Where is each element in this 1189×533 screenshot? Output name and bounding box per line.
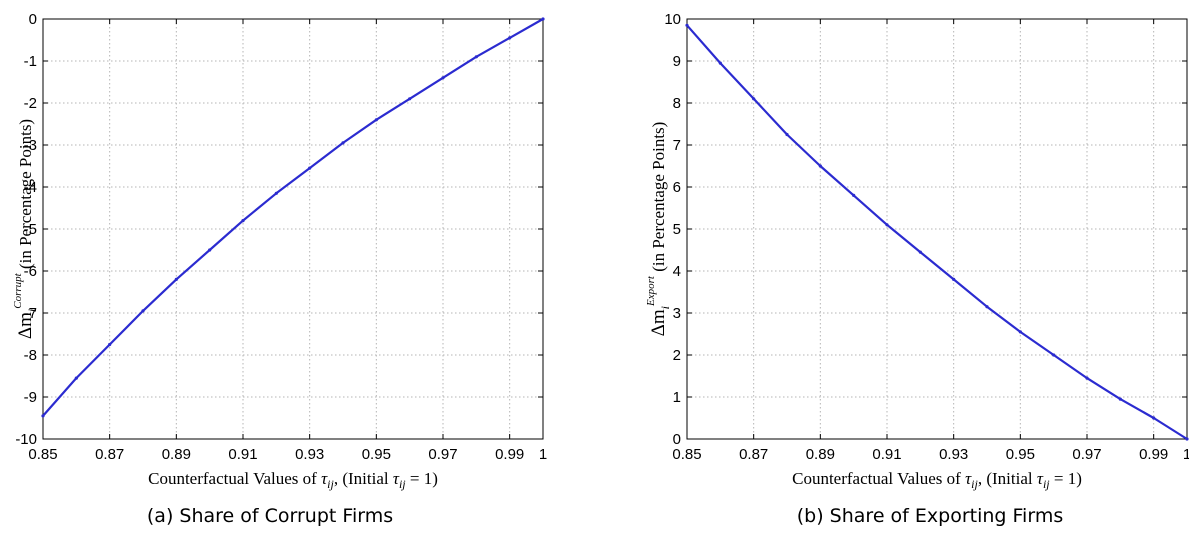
panel-b-y-tick-label: 4 [673,263,681,280]
panel-a-data-point [141,309,145,313]
panel-a-x-tick-label: 0.89 [162,446,191,463]
panel-b-x-tick-label: 0.99 [1139,446,1168,463]
panel-a-x-tick-label: 0.87 [95,446,124,463]
panel-a-x-tick-label: 0.91 [228,446,257,463]
panel-b-data-point [1152,416,1156,420]
panel-b-x-tick-label: 0.97 [1072,446,1101,463]
panel-b-data-point [985,305,989,309]
panel-b-y-tick-label: 3 [673,305,681,322]
panel-b-caption: (b) Share of Exporting Firms [797,505,1063,527]
panel-b-x-axis-label: Counterfactual Values of τij, (Initial τ… [792,469,1082,491]
panel-a-y-tick-label: -5 [24,221,37,238]
panel-a-x-tick-label: 0.85 [28,446,57,463]
panel-b-ticks: 0.85 0.87 0.89 0.91 0.93 0.95 0.97 0.99 11098765… [664,11,1189,463]
panel-a-data-point [408,97,412,101]
panel-a-data-point [241,219,245,223]
panel-b-x-tick-label: 0.95 [1006,446,1035,463]
panel-a-data-point [474,55,478,59]
panel-a-data-point [208,248,212,252]
panel-b-series-line [686,24,1188,440]
panel-a-data-point [74,376,78,380]
panel-a-caption: (a) Share of Corrupt Firms [147,505,393,527]
panel-b-y-tick-label: 7 [673,137,681,154]
panel-a-series [41,17,545,418]
panel-a-y-tick-label: -2 [24,95,37,112]
panel-b-data-point [885,223,889,227]
panel-b-data-point [685,23,689,27]
panel-b-grid [687,19,1187,439]
panel-b-y-tick-label: 6 [673,179,681,196]
panel-b-y-tick-label: 9 [673,53,681,70]
panel-a-x-tick-label: 0.95 [362,446,391,463]
panel-a-y-tick-label: -1 [24,53,37,70]
panel-b-y-tick-label: 2 [673,347,681,364]
panel-a-data-point [441,76,445,80]
panel-b-y-tick-label: 0 [673,431,681,448]
panel-b-y-tick-label: 5 [673,221,681,238]
panel-b-x-tick-label: 0.93 [939,446,968,463]
panel-b-y-axis-label: ΔmiExport (in Percentage Points) [645,122,672,337]
panel-b-data-point [918,250,922,254]
panel-b: 0.85 0.87 0.89 0.91 0.93 0.95 0.97 0.99 11098765… [645,11,1189,527]
panel-b-data-point [952,277,956,281]
panel-b-data-point [1118,397,1122,401]
panel-a-y-tick-label: -6 [24,263,37,280]
panel-a-x-tick-label: 0.93 [295,446,324,463]
panel-a-y-tick-label: -10 [15,431,37,448]
panel-a-y-axis-label: ΔmiCorrupt (in Percentage Points) [12,119,39,339]
panel-a-y-tick-label: -3 [24,137,37,154]
panel-a: 0.85 0.87 0.89 0.91 0.93 0.95 0.97 0.99 1 0 -1 -2 -3… [12,11,547,527]
panel-a-ticks: 0.85 0.87 0.89 0.91 0.93 0.95 0.97 0.99 1 0 -1 -2 -3… [15,11,547,463]
panel-a-data-point [341,141,345,145]
panel-b-data-point [785,132,789,137]
panel-b-series [685,23,1189,441]
panel-a-data-point [108,342,112,347]
panel-b-y-tick-label: 1 [673,389,681,406]
panel-a-data-point [274,191,278,195]
panel-a-y-tick-label: -8 [24,347,37,364]
panel-b-x-tick-label: 0.89 [806,446,835,463]
panel-b-data-point [852,193,856,197]
panel-b-x-tick-label: 0.87 [739,446,768,463]
panel-a-x-tick-label: 0.99 [495,446,524,463]
panel-b-data-point [752,97,756,101]
panel-a-data-point [541,17,545,21]
panel-b-x-tick-label: 1 [1183,446,1189,463]
panel-b-data-point [1052,353,1056,357]
panel-b-data-point [718,61,722,65]
panel-a-y-tick-label: -4 [24,179,37,196]
panel-a-data-point [508,36,512,40]
panel-a-grid [43,19,543,439]
panel-a-y-tick-label: -7 [24,305,37,322]
panel-b-data-point [1185,437,1189,441]
panel-b-y-tick-label: 8 [673,95,681,112]
panel-a-data-point [374,118,378,122]
panel-a-series-line [42,18,544,417]
panel-b-x-tick-label: 0.85 [672,446,701,463]
panel-b-x-tick-label: 0.91 [872,446,901,463]
panel-a-x-axis-label: Counterfactual Values of τij, (Initial τ… [148,469,438,491]
panel-a-x-tick-label: 0.97 [428,446,457,463]
panel-a-x-tick-label: 1 [539,446,547,463]
panel-b-y-tick-label: 10 [664,11,681,28]
panel-b-data-point [1085,376,1089,380]
panel-b-data-point [1018,330,1022,334]
panel-a-data-point [41,414,45,418]
panel-a-y-tick-label: 0 [29,11,37,28]
panel-a-data-point [308,166,312,170]
panel-b-data-point [818,164,822,168]
panel-a-y-tick-label: -9 [24,389,37,406]
panel-a-data-point [174,277,178,281]
